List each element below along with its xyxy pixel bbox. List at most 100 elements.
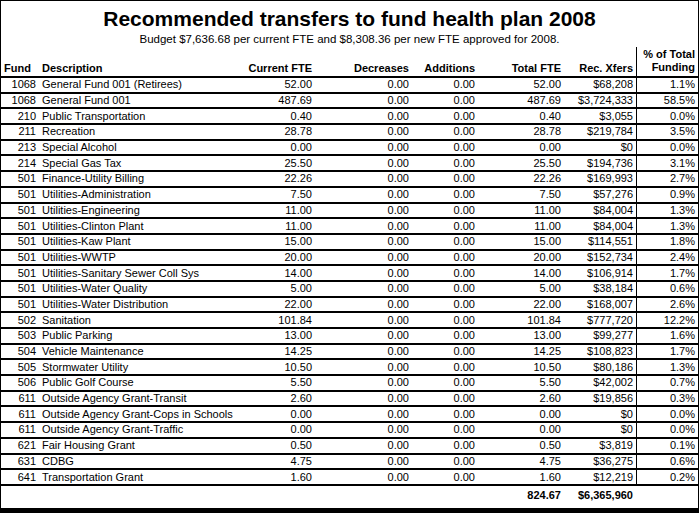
cell-current-fte: 52.00 bbox=[241, 78, 315, 94]
cell-description: Recreation bbox=[39, 125, 241, 141]
cell-total-fte: 0.50 bbox=[478, 439, 564, 455]
totals-description-cell bbox=[39, 486, 241, 505]
cell-fund: 504 bbox=[1, 345, 39, 361]
cell-pct-of-total-funding: 0.0% bbox=[636, 109, 698, 125]
cell-rec-xfers: $219,784 bbox=[564, 125, 636, 141]
table-row: 501Utilities-Engineering11.000.000.0011.… bbox=[1, 204, 698, 220]
cell-current-fte: 0.50 bbox=[241, 439, 315, 455]
rec-xfers-sum: $6,365,960 bbox=[564, 486, 636, 505]
cell-additions: 0.00 bbox=[412, 156, 478, 172]
column-header-rec-xfers: Rec. Xfers bbox=[564, 47, 636, 78]
table-row: 611Outside Agency Grant-Cops in Schools0… bbox=[1, 407, 698, 423]
cell-rec-xfers: $84,004 bbox=[564, 219, 636, 235]
cell-additions: 0.00 bbox=[412, 470, 478, 486]
table-row: 501Utilities-Sanitary Sewer Coll Sys14.0… bbox=[1, 266, 698, 282]
cell-additions: 0.00 bbox=[412, 78, 478, 94]
cell-total-fte: 5.00 bbox=[478, 282, 564, 298]
cell-total-fte: 0.00 bbox=[478, 407, 564, 423]
cell-additions: 0.00 bbox=[412, 329, 478, 345]
cell-additions: 0.00 bbox=[412, 251, 478, 267]
cell-pct-of-total-funding: 12.2% bbox=[636, 313, 698, 329]
cell-additions: 0.00 bbox=[412, 313, 478, 329]
cell-pct-of-total-funding: 0.6% bbox=[636, 282, 698, 298]
cell-current-fte: 28.78 bbox=[241, 125, 315, 141]
cell-pct-of-total-funding: 2.4% bbox=[636, 251, 698, 267]
table-row: 210Public Transportation0.400.000.000.40… bbox=[1, 109, 698, 125]
cell-fund: 211 bbox=[1, 125, 39, 141]
cell-additions: 0.00 bbox=[412, 423, 478, 439]
cell-fund: 505 bbox=[1, 360, 39, 376]
cell-pct-of-total-funding: 0.0% bbox=[636, 141, 698, 157]
cell-current-fte: 0.00 bbox=[241, 407, 315, 423]
cell-description: Fair Housing Grant bbox=[39, 439, 241, 455]
table-row: 611Outside Agency Grant-Transit2.600.000… bbox=[1, 392, 698, 408]
table-row: 501Utilities-Kaw Plant15.000.000.0015.00… bbox=[1, 235, 698, 251]
cell-fund: 501 bbox=[1, 188, 39, 204]
cell-rec-xfers: $106,914 bbox=[564, 266, 636, 282]
cell-rec-xfers: $3,724,333 bbox=[564, 94, 636, 110]
cell-additions: 0.00 bbox=[412, 94, 478, 110]
cell-fund: 501 bbox=[1, 282, 39, 298]
cell-decreases: 0.00 bbox=[315, 266, 412, 282]
cell-total-fte: 0.40 bbox=[478, 109, 564, 125]
cell-decreases: 0.00 bbox=[315, 204, 412, 220]
cell-description: Stormwater Utility bbox=[39, 360, 241, 376]
table-row: 503Public Parking13.000.000.0013.00$99,2… bbox=[1, 329, 698, 345]
table-row: 611Outside Agency Grant-Traffic0.000.000… bbox=[1, 423, 698, 439]
cell-pct-of-total-funding: 0.3% bbox=[636, 392, 698, 408]
cell-pct-of-total-funding: 0.6% bbox=[636, 455, 698, 471]
cell-pct-of-total-funding: 0.1% bbox=[636, 439, 698, 455]
table-row: 501Utilities-Water Quality5.000.000.005.… bbox=[1, 282, 698, 298]
table-row: 641Transportation Grant1.600.000.001.60$… bbox=[1, 470, 698, 486]
cell-current-fte: 1.60 bbox=[241, 470, 315, 486]
cell-total-fte: 14.00 bbox=[478, 266, 564, 282]
cell-total-fte: 11.00 bbox=[478, 204, 564, 220]
cell-pct-of-total-funding: 1.7% bbox=[636, 266, 698, 282]
cell-description: General Fund 001 bbox=[39, 94, 241, 110]
cell-decreases: 0.00 bbox=[315, 329, 412, 345]
cell-rec-xfers: $99,277 bbox=[564, 329, 636, 345]
cell-rec-xfers: $57,276 bbox=[564, 188, 636, 204]
table-row: 621Fair Housing Grant0.500.000.000.50$3,… bbox=[1, 439, 698, 455]
totals-fund-cell bbox=[1, 486, 39, 505]
cell-decreases: 0.00 bbox=[315, 298, 412, 314]
column-header-current-fte: Current FTE bbox=[241, 47, 315, 78]
cell-description: Utilities-Sanitary Sewer Coll Sys bbox=[39, 266, 241, 282]
cell-description: Sanitation bbox=[39, 313, 241, 329]
cell-description: Public Transportation bbox=[39, 109, 241, 125]
cell-total-fte: 20.00 bbox=[478, 251, 564, 267]
cell-description: Transportation Grant bbox=[39, 470, 241, 486]
table-row: 501Finance-Utility Billing22.260.000.002… bbox=[1, 172, 698, 188]
cell-total-fte: 101.84 bbox=[478, 313, 564, 329]
cell-description: Utilities-Kaw Plant bbox=[39, 235, 241, 251]
cell-current-fte: 10.50 bbox=[241, 360, 315, 376]
column-header-description: Description bbox=[39, 47, 241, 78]
table-row: 213Special Alcohol0.000.000.000.00$00.0% bbox=[1, 141, 698, 157]
cell-current-fte: 0.40 bbox=[241, 109, 315, 125]
cell-description: Utilities-Administration bbox=[39, 188, 241, 204]
transfers-table: Fund Description Current FTE Decreases A… bbox=[1, 47, 698, 505]
cell-fund: 214 bbox=[1, 156, 39, 172]
cell-rec-xfers: $169,993 bbox=[564, 172, 636, 188]
cell-additions: 0.00 bbox=[412, 392, 478, 408]
table-row: 1068General Fund 001 (Retirees)52.000.00… bbox=[1, 78, 698, 94]
table-row: 211Recreation28.780.000.0028.78$219,7843… bbox=[1, 125, 698, 141]
cell-additions: 0.00 bbox=[412, 204, 478, 220]
cell-pct-of-total-funding: 0.0% bbox=[636, 423, 698, 439]
cell-decreases: 0.00 bbox=[315, 94, 412, 110]
cell-total-fte: 10.50 bbox=[478, 360, 564, 376]
cell-description: Public Parking bbox=[39, 329, 241, 345]
cell-additions: 0.00 bbox=[412, 235, 478, 251]
cell-fund: 501 bbox=[1, 298, 39, 314]
cell-rec-xfers: $68,208 bbox=[564, 78, 636, 94]
cell-description: CDBG bbox=[39, 455, 241, 471]
cell-rec-xfers: $108,823 bbox=[564, 345, 636, 361]
cell-decreases: 0.00 bbox=[315, 78, 412, 94]
cell-rec-xfers: $0 bbox=[564, 407, 636, 423]
cell-current-fte: 0.00 bbox=[241, 141, 315, 157]
cell-additions: 0.00 bbox=[412, 376, 478, 392]
cell-current-fte: 2.60 bbox=[241, 392, 315, 408]
cell-fund: 506 bbox=[1, 376, 39, 392]
table-row: 501Utilities-Water Distribution22.000.00… bbox=[1, 298, 698, 314]
cell-rec-xfers: $36,275 bbox=[564, 455, 636, 471]
